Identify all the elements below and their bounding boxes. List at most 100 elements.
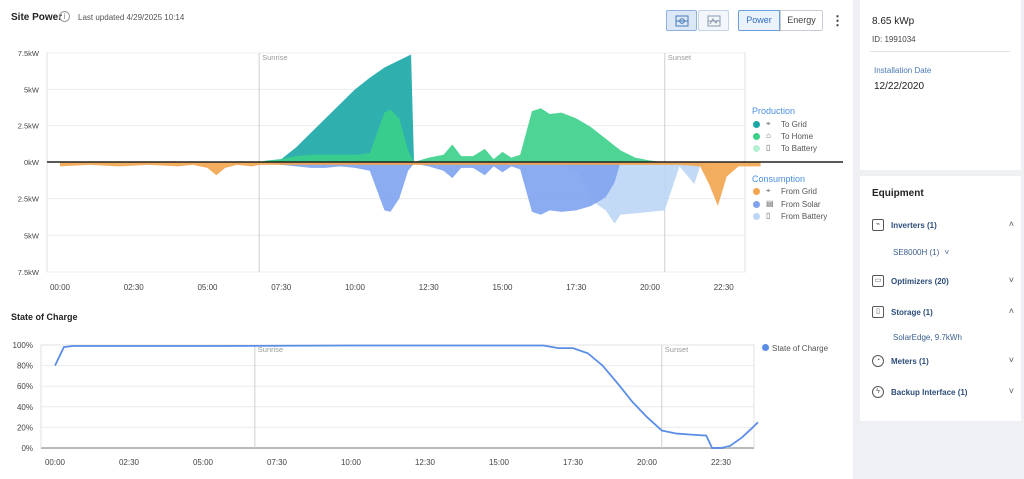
equipment-meters[interactable]: ◔ Meters (1) ˅ xyxy=(870,355,1016,371)
annotation-label: Sunset xyxy=(665,345,689,354)
y-tick-label: 2.5kW xyxy=(18,122,40,131)
meter-icon: ◔ xyxy=(872,355,884,367)
x-tick-label: 10:00 xyxy=(341,458,362,467)
area-to-home xyxy=(259,108,665,162)
annotation-label: Sunrise xyxy=(262,53,287,62)
legend-dot-soc xyxy=(762,344,769,351)
equipment-label: Storage (1) xyxy=(891,308,933,317)
soc-line xyxy=(54,344,759,449)
battery-icon: ▯ xyxy=(766,143,771,152)
legend-dot-to-battery xyxy=(753,145,760,152)
storage-model: SolarEdge, 9.7kWh xyxy=(893,333,962,342)
installation-date-label: Installation Date xyxy=(874,66,932,75)
equipment-label: Backup Interface (1) xyxy=(891,388,968,397)
chevron-down-icon[interactable]: ˅ xyxy=(1008,275,1014,285)
y-tick-label: 40% xyxy=(17,403,33,412)
x-tick-label: 22:30 xyxy=(714,283,735,292)
chart-layout-stacked-icon xyxy=(707,15,721,27)
tab-power[interactable]: Power xyxy=(738,10,780,31)
inverter-icon: ⌁ xyxy=(872,219,884,231)
y-tick-label: 0kW xyxy=(24,158,40,167)
y-tick-label: 60% xyxy=(17,382,33,391)
legend-from-battery[interactable]: From Battery xyxy=(781,212,828,221)
tab-energy[interactable]: Energy xyxy=(780,10,823,31)
equipment-storage[interactable]: ▯ Storage (1) ˄ xyxy=(870,306,1016,322)
x-tick-label: 00:00 xyxy=(45,458,66,467)
chevron-up-icon[interactable]: ˄ xyxy=(1008,219,1014,229)
legend-to-grid[interactable]: To Grid xyxy=(781,120,807,129)
y-tick-label: 100% xyxy=(13,341,33,350)
legend-dot-from-grid xyxy=(753,188,760,195)
x-tick-label: 05:00 xyxy=(193,458,214,467)
info-icon[interactable]: i xyxy=(59,11,70,22)
last-updated-text: Last updated 4/29/2025 10:14 xyxy=(78,13,185,22)
inverter-model[interactable]: SE8000H (1) ˅ xyxy=(893,248,949,257)
y-tick-label: 80% xyxy=(17,362,33,371)
battery-icon: ▯ xyxy=(766,211,771,220)
optimizer-icon: ▭ xyxy=(872,275,884,287)
x-tick-label: 07:30 xyxy=(267,458,288,467)
soc-chart-title: State of Charge xyxy=(11,312,78,322)
legend-to-home[interactable]: To Home xyxy=(781,132,814,141)
chevron-down-icon[interactable]: ˅ xyxy=(1008,386,1014,396)
legend-consumption-heading: Consumption xyxy=(752,174,806,184)
area-to-grid xyxy=(259,54,414,162)
x-tick-label: 02:30 xyxy=(124,283,145,292)
stacked-view-button[interactable] xyxy=(698,10,729,31)
more-options-icon[interactable]: ⋮ xyxy=(831,13,844,28)
x-tick-label: 12:30 xyxy=(419,283,440,292)
y-tick-label: 7.5kW xyxy=(18,268,40,277)
inverter-model-label: SE8000H (1) xyxy=(893,248,940,257)
equipment-label: Meters (1) xyxy=(891,357,929,366)
x-tick-label: 07:30 xyxy=(271,283,292,292)
equipment-card: Equipment ⌁ Inverters (1) ˄ SE8000H (1) … xyxy=(860,176,1021,421)
site-info-card: 8.65 kWp ID: 1991034 Installation Date 1… xyxy=(860,0,1021,170)
y-tick-label: 7.5kW xyxy=(18,49,40,58)
chevron-down-icon[interactable]: ˅ xyxy=(1008,355,1014,365)
installation-date: 12/22/2020 xyxy=(874,81,925,92)
x-tick-label: 00:00 xyxy=(50,283,71,292)
legend-dot-to-home xyxy=(753,133,760,140)
site-power-chart: 7.5kW 5kW 2.5kW 0kW 2.5kW 5kW 7.5kW Sunrise Suns… xyxy=(18,49,843,292)
plot-frame xyxy=(40,344,755,449)
transmission-tower-icon: ⌖ xyxy=(766,119,771,128)
x-tick-label: 10:00 xyxy=(345,283,366,292)
home-icon: ⌂ xyxy=(766,131,771,140)
x-tick-label: 22:30 xyxy=(711,458,732,467)
equipment-label: Optimizers (20) xyxy=(891,277,949,286)
equipment-backup-interface[interactable]: ϟ Backup Interface (1) ˅ xyxy=(870,386,1016,402)
equipment-optimizers[interactable]: ▭ Optimizers (20) ˅ xyxy=(870,275,1016,291)
y-tick-label: 20% xyxy=(17,423,33,432)
legend-dot-from-battery xyxy=(753,213,760,220)
site-id: ID: 1991034 xyxy=(872,35,916,44)
legend-from-solar[interactable]: From Solar xyxy=(781,200,821,209)
legend-soc[interactable]: State of Charge xyxy=(772,344,829,353)
chevron-up-icon[interactable]: ˄ xyxy=(1008,306,1014,316)
y-tick-label: 5kW xyxy=(24,231,40,240)
state-of-charge-chart: 100% 80% 60% 40% 20% 0% Sunrise Sunset 00:00 02:3… xyxy=(13,341,759,467)
y-tick-label: 5kW xyxy=(24,85,40,94)
x-tick-label: 20:00 xyxy=(637,458,658,467)
x-tick-label: 05:00 xyxy=(197,283,218,292)
legend-to-battery[interactable]: To Battery xyxy=(781,144,818,153)
legend-from-grid[interactable]: From Grid xyxy=(781,187,817,196)
y-tick-label: 2.5kW xyxy=(18,195,40,204)
x-tick-label: 02:30 xyxy=(119,458,140,467)
y-tick-label: 0% xyxy=(21,444,33,453)
x-tick-label: 20:00 xyxy=(640,283,661,292)
split-view-button[interactable] xyxy=(666,10,697,31)
annotation-label: Sunset xyxy=(668,53,692,62)
equipment-inverters[interactable]: ⌁ Inverters (1) ˄ xyxy=(870,219,1016,235)
x-tick-label: 17:30 xyxy=(566,283,587,292)
main-panel: Site Power i Last updated 4/29/2025 10:1… xyxy=(0,0,853,479)
transmission-tower-icon: ⌖ xyxy=(766,186,771,195)
backup-interface-icon: ϟ xyxy=(872,386,884,398)
equipment-title: Equipment xyxy=(872,188,924,199)
battery-icon: ▯ xyxy=(872,306,884,318)
equipment-label: Inverters (1) xyxy=(891,221,937,230)
divider xyxy=(870,51,1010,52)
legend-dot-from-solar xyxy=(753,201,760,208)
area-from-solar xyxy=(259,162,621,215)
x-tick-label: 17:30 xyxy=(563,458,584,467)
legend-production-heading: Production xyxy=(752,106,796,116)
